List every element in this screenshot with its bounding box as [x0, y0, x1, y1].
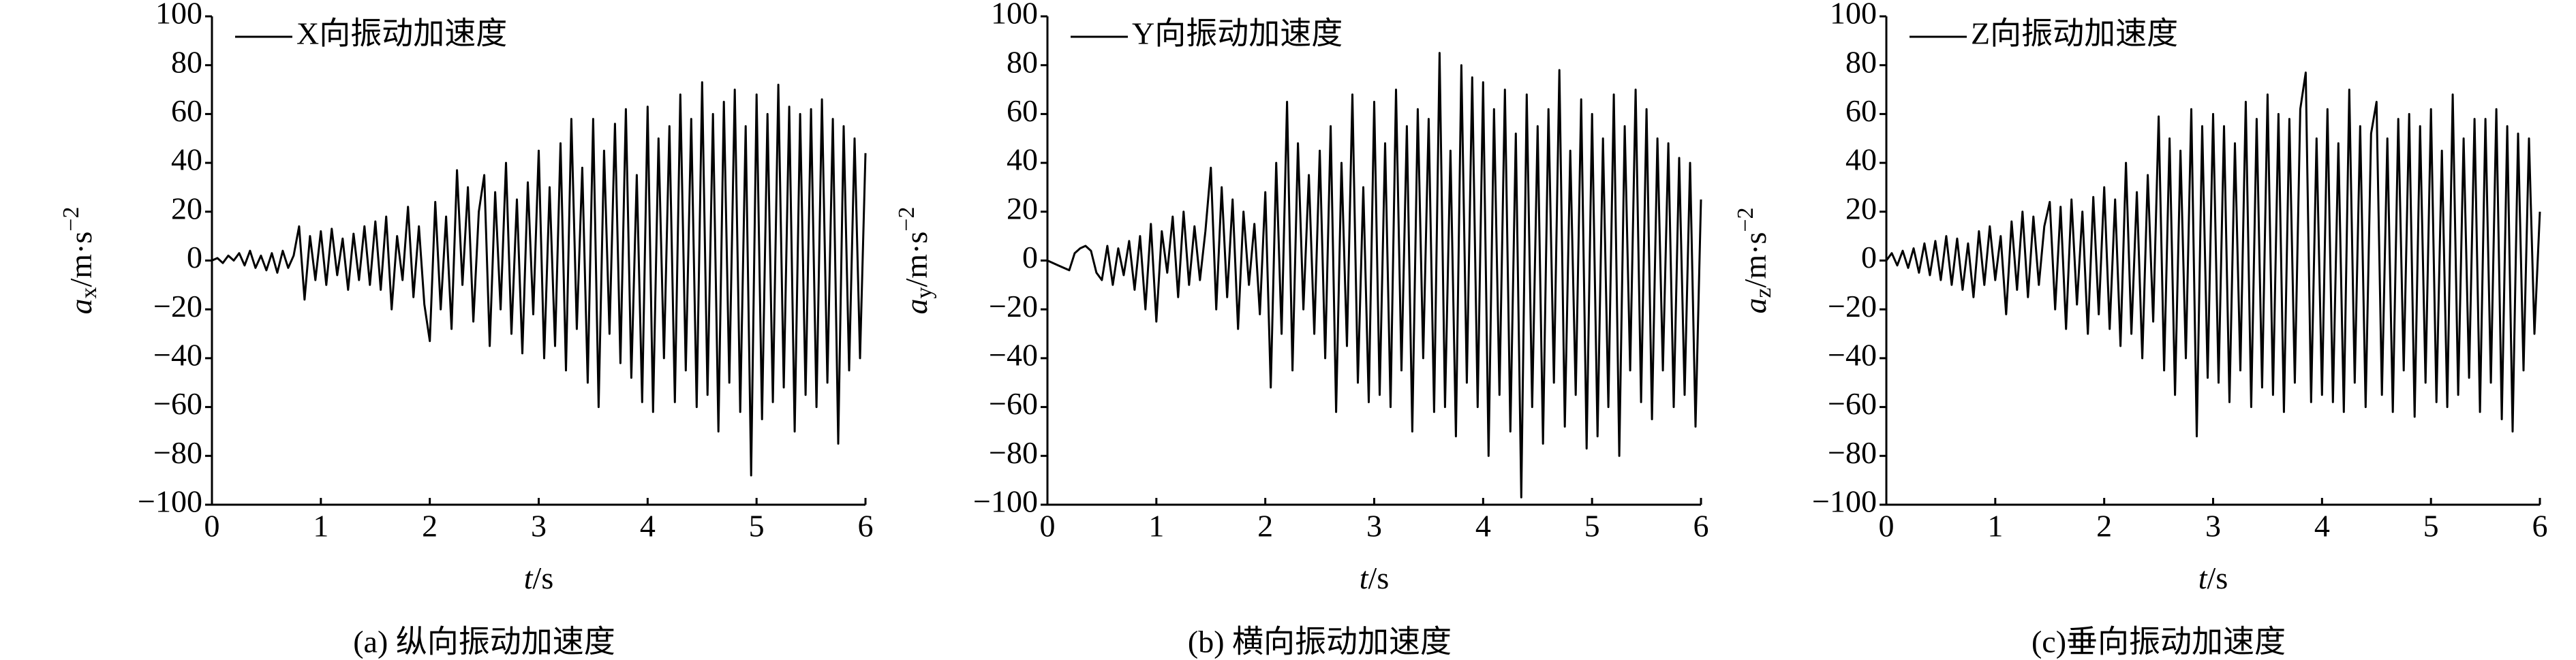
x-axis-label-part: t: [524, 561, 534, 595]
x-tick-label: 0: [1040, 509, 1056, 544]
y-tick-label: −40: [1828, 337, 1877, 372]
y-axis-label: ax/m·s−2: [59, 207, 102, 315]
y-tick-label: 0: [1861, 240, 1877, 274]
x-axis-label: t/s: [2198, 561, 2228, 595]
y-tick-label: −60: [1828, 386, 1877, 421]
y-axis-label-part: a: [899, 298, 934, 314]
y-tick-label: 100: [991, 0, 1038, 31]
data-line: [1047, 52, 1702, 499]
y-axis-label-part: −2: [894, 207, 919, 232]
x-axis-label-part: t: [2198, 561, 2208, 595]
data-line: [1885, 72, 2541, 438]
y-tick-label: 0: [187, 240, 202, 274]
x-tick-label: 6: [1693, 509, 1709, 544]
y-axis-label-part: −2: [1733, 207, 1758, 232]
x-axis-label-part: /s: [1368, 561, 1390, 595]
y-tick-label: −20: [989, 289, 1038, 324]
y-tick-label: −80: [989, 435, 1038, 470]
x-tick-label: 6: [2532, 509, 2548, 544]
y-tick-label: −20: [153, 289, 202, 324]
x-tick-label: 1: [1987, 509, 2003, 544]
legend-label: Y向振动加速度: [1132, 16, 1343, 51]
x-axis-label-part: t: [1360, 561, 1369, 595]
x-tick-label: 2: [422, 509, 438, 544]
x-tick-label: 2: [2096, 509, 2112, 544]
x-tick-label: 0: [204, 509, 220, 544]
y-tick-label: 20: [1007, 191, 1038, 225]
x-tick-label: 3: [1366, 509, 1382, 544]
y-tick-label: −80: [153, 435, 202, 470]
x-tick-label: 3: [531, 509, 547, 544]
x-tick-label: 0: [1879, 509, 1895, 544]
x-tick-label: 5: [749, 509, 765, 544]
x-tick-label: 1: [1148, 509, 1164, 544]
y-tick-label: −60: [153, 386, 202, 421]
x-axis-label-part: /s: [2207, 561, 2228, 595]
x-axis-label: t/s: [524, 561, 553, 595]
y-tick-label: 60: [1007, 93, 1038, 128]
x-tick-label: 5: [1584, 509, 1600, 544]
y-axis-label: ay/m·s−2: [894, 207, 937, 315]
y-tick-label: 20: [1845, 191, 1877, 225]
y-tick-label: −100: [138, 484, 202, 519]
x-tick-label: 4: [2314, 509, 2330, 544]
x-axis-label-part: /s: [533, 561, 554, 595]
x-tick-label: 3: [2205, 509, 2221, 544]
caption: (a) 纵向振动加速度: [353, 625, 615, 659]
y-tick-label: 40: [1845, 142, 1877, 177]
y-tick-label: −40: [989, 337, 1038, 372]
y-tick-label: 80: [171, 44, 202, 79]
y-tick-label: −60: [989, 386, 1038, 421]
y-axis-label-part: z: [1751, 287, 1776, 298]
y-axis-label-part: y: [912, 287, 937, 298]
legend-label: Z向振动加速度: [1971, 16, 2178, 51]
x-tick-label: 6: [858, 509, 874, 544]
y-axis-label-part: −2: [59, 207, 84, 232]
y-tick-label: −80: [1828, 435, 1877, 470]
x-tick-label: 5: [2423, 509, 2439, 544]
y-tick-label: −20: [1828, 289, 1877, 324]
y-tick-label: −40: [153, 337, 202, 372]
caption: (b) 横向振动加速度: [1188, 625, 1452, 659]
y-tick-label: 60: [1845, 93, 1877, 128]
y-tick-label: −100: [973, 484, 1038, 519]
y-tick-label: −100: [1812, 484, 1877, 519]
y-axis-label-part: /m·s: [899, 232, 934, 287]
data-line: [211, 81, 867, 477]
y-axis-label-part: /m·s: [1738, 232, 1773, 288]
x-axis-label: t/s: [1360, 561, 1389, 595]
y-axis-label-part: a: [1738, 298, 1773, 314]
y-tick-label: 100: [155, 0, 202, 31]
legend-label: X向振动加速度: [296, 16, 507, 51]
x-tick-label: 1: [313, 509, 328, 544]
y-tick-label: 80: [1007, 44, 1038, 79]
y-tick-label: 80: [1845, 44, 1877, 79]
x-tick-label: 2: [1257, 509, 1273, 544]
x-tick-label: 4: [1475, 509, 1491, 544]
x-tick-label: 4: [640, 509, 656, 544]
y-tick-label: 20: [171, 191, 202, 225]
y-tick-label: 60: [171, 93, 202, 128]
y-tick-label: 100: [1830, 0, 1877, 31]
y-axis-label-part: x: [76, 287, 102, 298]
y-axis-label-part: /m·s: [63, 232, 98, 287]
y-tick-label: 40: [1007, 142, 1038, 177]
y-axis-label-part: a: [63, 298, 98, 314]
y-tick-label: 0: [1022, 240, 1038, 274]
y-axis-label: az/m·s−2: [1733, 207, 1776, 313]
y-tick-label: 40: [171, 142, 202, 177]
caption: (c)垂向振动加速度: [2031, 625, 2286, 659]
